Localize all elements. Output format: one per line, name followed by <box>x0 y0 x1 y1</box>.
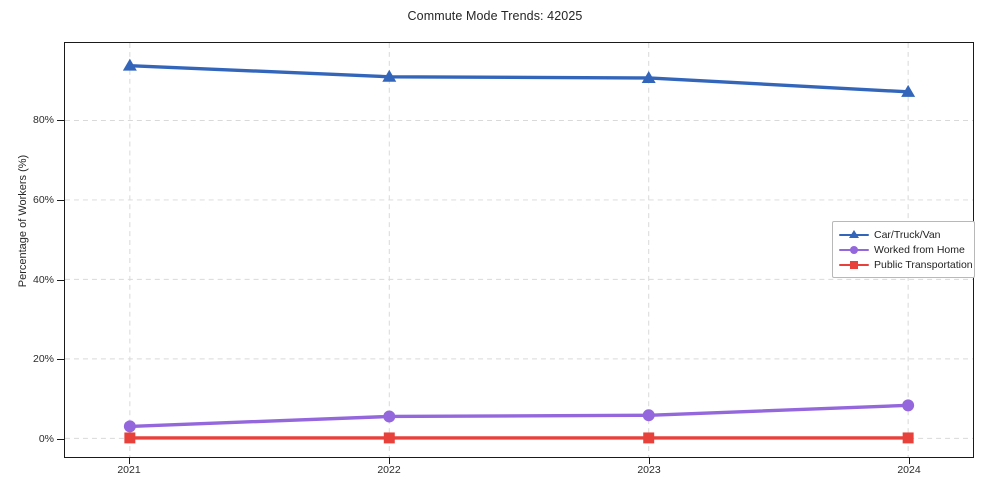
legend-item[interactable]: Public Transportation <box>839 257 973 272</box>
legend-swatch-icon <box>839 243 869 257</box>
x-tick-label: 2021 <box>117 464 141 476</box>
data-point-marker <box>902 399 915 412</box>
y-tick-label: 80% <box>32 113 54 126</box>
y-tick-mark <box>57 359 64 361</box>
data-point-marker <box>642 409 655 422</box>
x-tick-mark <box>649 458 650 464</box>
legend-swatch-icon <box>839 258 869 272</box>
x-tick-mark <box>389 458 390 464</box>
legend-item[interactable]: Car/Truck/Van <box>839 227 967 242</box>
x-axis-tick-marks <box>64 458 974 466</box>
y-tick-mark <box>57 119 64 121</box>
x-tick-label: 2022 <box>377 464 401 476</box>
data-point-marker <box>643 432 655 444</box>
y-tick-mark <box>57 439 64 441</box>
data-point-marker <box>122 58 137 71</box>
x-axis-tick-labels: 2021 2022 2023 2024 <box>64 464 974 484</box>
series-line <box>128 403 910 429</box>
legend-item-label: Public Transportation <box>874 258 973 271</box>
y-tick-label: 40% <box>32 273 54 286</box>
data-point-marker <box>124 432 136 444</box>
data-point-marker <box>383 410 396 423</box>
y-tick-label: 20% <box>32 353 54 366</box>
data-point-marker <box>123 420 136 433</box>
y-axis-tick-marks <box>56 42 64 458</box>
x-tick-mark <box>909 458 910 464</box>
data-point-marker <box>383 432 395 444</box>
chart-legend[interactable]: Car/Truck/Van Worked from Home Public Tran… <box>832 221 975 278</box>
x-tick-label: 2023 <box>637 464 661 476</box>
y-tick-mark <box>57 199 64 201</box>
data-point-marker <box>901 84 916 97</box>
data-point-marker <box>902 432 914 444</box>
data-point-marker <box>641 70 656 83</box>
legend-swatch-icon <box>839 228 869 242</box>
y-tick-label: 60% <box>32 193 54 206</box>
y-axis-tick-labels: 0% 20% 40% 60% 80% <box>10 42 54 458</box>
legend-item-label: Worked from Home <box>874 243 965 256</box>
y-tick-mark <box>57 279 64 281</box>
data-series-layer <box>122 58 916 444</box>
y-tick-label: 0% <box>38 433 54 446</box>
legend-item-label: Car/Truck/Van <box>874 228 941 241</box>
legend-item[interactable]: Worked from Home <box>839 242 967 257</box>
series-line <box>128 63 910 94</box>
data-point-marker <box>382 69 397 82</box>
x-tick-label: 2024 <box>897 464 921 476</box>
plot-area <box>64 42 974 458</box>
x-tick-mark <box>129 458 130 464</box>
chart-title: Commute Mode Trends: 42025 <box>407 9 583 23</box>
